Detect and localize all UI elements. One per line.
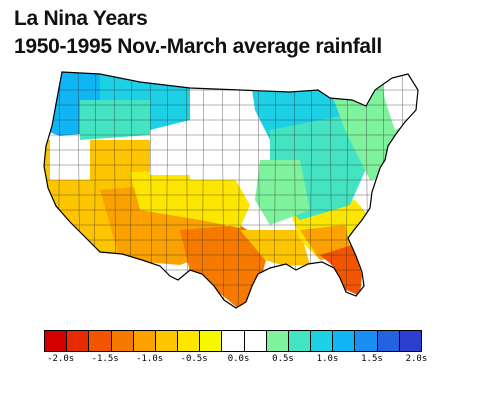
legend-tick-label: 1.0s xyxy=(316,354,339,364)
colorado-white xyxy=(150,140,195,175)
legend-swatch xyxy=(178,331,201,351)
legend-swatch xyxy=(45,331,68,351)
legend-swatch xyxy=(288,331,312,351)
legend-tick-label: -2.0s xyxy=(47,354,75,364)
legend-tick-label: 2.0s xyxy=(405,354,428,364)
florida-region xyxy=(320,245,362,296)
legend-swatch xyxy=(155,331,179,351)
legend-swatch xyxy=(266,331,289,351)
us-outline xyxy=(43,71,419,309)
legend-swatch xyxy=(133,331,156,351)
legend-tick-label: -0.5s xyxy=(180,354,208,364)
map-subtitle: 1950-1995 Nov.-March average rainfall xyxy=(14,35,382,58)
southern-plains-region xyxy=(130,170,250,228)
tennessee-valley-region xyxy=(255,160,310,225)
legend-tick-label: 0.0s xyxy=(227,354,250,364)
legend-tick-label: -1.0s xyxy=(136,354,164,364)
legend-swatch xyxy=(333,331,356,351)
lower-mississippi-region xyxy=(240,230,310,266)
legend-swatch xyxy=(355,331,378,351)
legend-swatch xyxy=(67,331,90,351)
legend-swatch xyxy=(399,331,421,351)
legend-tick-label: 0.5s xyxy=(272,354,294,364)
legend-tick-label: 1.5s xyxy=(361,354,383,364)
legend-swatch xyxy=(111,331,134,351)
legend-swatch xyxy=(244,331,267,351)
legend-swatch xyxy=(311,331,334,351)
new-england-white xyxy=(380,72,418,130)
legend-tick-label: -1.5s xyxy=(91,354,119,364)
legend-swatch xyxy=(377,331,400,351)
legend-ticks: -2.0s -1.5s -1.0s -0.5s 0.0s 0.5s 1.0s 1.5s 2.0s xyxy=(44,354,427,368)
map-title: La Nina Years xyxy=(14,7,148,30)
us-rainfall-map xyxy=(43,71,419,309)
great-basin-white xyxy=(50,140,90,180)
legend-colorbar xyxy=(44,330,422,352)
legend-swatch xyxy=(89,331,112,351)
legend-swatch xyxy=(200,331,223,351)
legend-swatch xyxy=(222,331,245,351)
